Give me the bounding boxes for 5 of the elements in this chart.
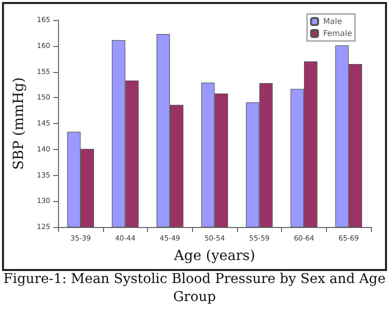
y-axis-title: SBP (mmHg) <box>11 77 27 170</box>
legend-label: Female <box>323 29 352 38</box>
legend-label: Male <box>323 17 342 26</box>
x-axis-title: Age (years) <box>173 248 256 264</box>
text: Figure-1: Mean Systolic Blood Pressure by Sex and Age Group <box>2 270 387 306</box>
